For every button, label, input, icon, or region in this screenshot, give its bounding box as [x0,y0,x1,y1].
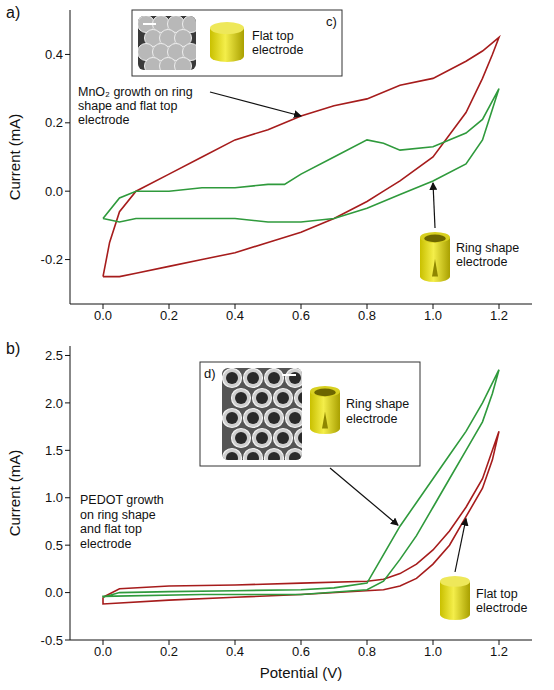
svg-text:1.5: 1.5 [45,443,63,458]
svg-text:b): b) [6,340,20,357]
svg-text:a): a) [6,4,20,21]
svg-text:Flat topelectrode: Flat topelectrode [476,587,527,615]
svg-text:0.2: 0.2 [160,308,178,323]
svg-text:0.6: 0.6 [292,644,310,659]
svg-text:1.0: 1.0 [424,644,442,659]
svg-text:0.2: 0.2 [160,644,178,659]
svg-text:0.0: 0.0 [94,308,112,323]
svg-text:0.6: 0.6 [292,308,310,323]
svg-text:0.2: 0.2 [45,115,63,130]
svg-text:Ring shapeelectrode: Ring shapeelectrode [456,241,519,269]
svg-text:1.2: 1.2 [490,308,508,323]
svg-text:Current (mA): Current (mA) [6,450,23,537]
svg-text:0.4: 0.4 [226,644,244,659]
svg-text:0.4: 0.4 [226,308,244,323]
svg-text:c): c) [326,14,337,29]
svg-text:-0.2: -0.2 [41,252,63,267]
svg-text:1.0: 1.0 [45,490,63,505]
svg-text:Ring shapeelectrode: Ring shapeelectrode [346,397,409,426]
svg-text:Potential (V): Potential (V) [260,664,343,681]
svg-text:0.5: 0.5 [45,538,63,553]
svg-text:1.0: 1.0 [424,308,442,323]
svg-text:-0.5: -0.5 [41,633,63,648]
svg-text:0.8: 0.8 [358,644,376,659]
svg-text:0.0: 0.0 [45,585,63,600]
svg-text:0.0: 0.0 [45,184,63,199]
svg-text:0.4: 0.4 [45,47,63,62]
svg-text:2.5: 2.5 [45,348,63,363]
svg-text:d): d) [204,366,216,381]
svg-text:MnO₂ growth on ringshape and f: MnO₂ growth on ringshape and flat topele… [78,85,193,127]
svg-text:Flat topelectrode: Flat topelectrode [252,29,303,57]
svg-text:Current (mA): Current (mA) [6,114,23,201]
svg-text:0.8: 0.8 [358,308,376,323]
svg-text:0.0: 0.0 [94,644,112,659]
svg-text:PEDOT growthon ring shapeand f: PEDOT growthon ring shapeand flat topele… [80,493,164,551]
svg-text:1.2: 1.2 [490,644,508,659]
svg-text:2.0: 2.0 [45,396,63,411]
